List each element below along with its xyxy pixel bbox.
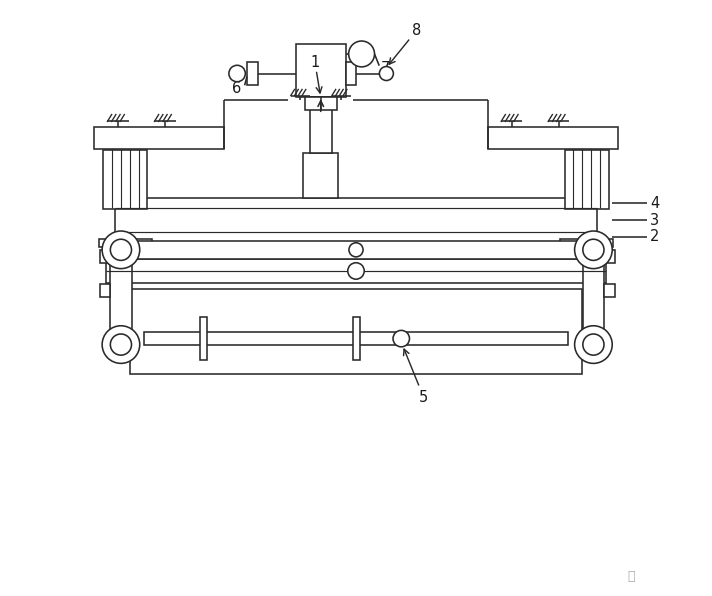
- Bar: [353, 318, 360, 360]
- Text: 8: 8: [389, 23, 421, 64]
- Bar: [106, 241, 606, 259]
- Bar: [145, 332, 567, 345]
- Bar: [110, 247, 132, 344]
- Bar: [583, 247, 604, 344]
- Text: 2: 2: [650, 229, 659, 244]
- Bar: [200, 318, 207, 360]
- Bar: [100, 284, 110, 297]
- Bar: [488, 127, 617, 149]
- Bar: [560, 238, 614, 247]
- Text: 5: 5: [404, 349, 429, 405]
- Circle shape: [379, 67, 393, 80]
- Circle shape: [102, 231, 140, 269]
- Circle shape: [102, 326, 140, 364]
- Circle shape: [349, 243, 363, 257]
- Text: 1: 1: [310, 55, 322, 93]
- Circle shape: [393, 330, 409, 347]
- Circle shape: [349, 41, 375, 67]
- Circle shape: [110, 239, 132, 260]
- Bar: [106, 259, 606, 283]
- Circle shape: [575, 231, 612, 269]
- Bar: [565, 150, 609, 209]
- Bar: [130, 289, 582, 374]
- Bar: [604, 250, 614, 263]
- Text: 6: 6: [232, 80, 241, 96]
- Text: 3: 3: [650, 213, 659, 228]
- Bar: [95, 127, 224, 149]
- Bar: [305, 97, 337, 110]
- Circle shape: [575, 326, 612, 364]
- Text: 7: 7: [380, 61, 389, 76]
- Bar: [295, 45, 346, 97]
- Text: 凌: 凌: [628, 570, 635, 583]
- Bar: [346, 63, 356, 85]
- Text: 4: 4: [650, 196, 659, 211]
- Circle shape: [583, 334, 604, 355]
- Circle shape: [347, 263, 365, 279]
- Bar: [115, 198, 597, 242]
- Bar: [103, 150, 147, 209]
- Bar: [303, 153, 338, 198]
- Circle shape: [229, 66, 246, 82]
- Bar: [100, 250, 110, 263]
- Bar: [604, 284, 614, 297]
- Circle shape: [583, 239, 604, 260]
- Bar: [247, 63, 258, 85]
- Bar: [98, 238, 152, 247]
- Bar: [310, 97, 332, 153]
- Circle shape: [110, 334, 132, 355]
